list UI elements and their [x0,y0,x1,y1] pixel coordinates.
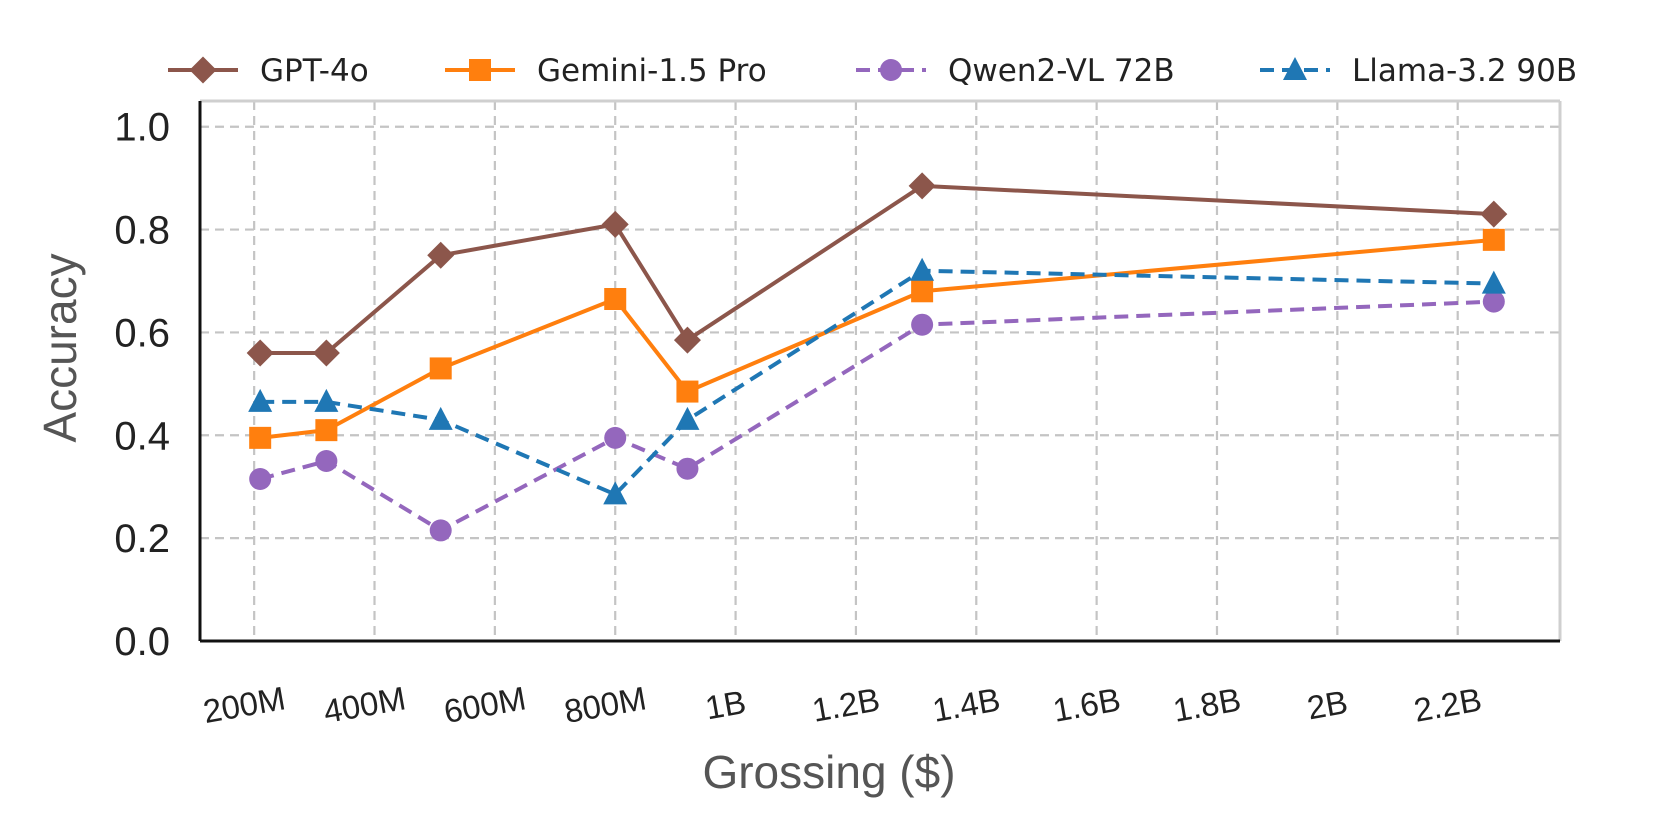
data-point [1482,290,1505,313]
legend-item: Gemini-1.5 Pro [445,53,767,89]
y-tick-label: 0.8 [114,209,170,253]
data-point [911,280,934,303]
y-tick-label: 0.0 [114,620,170,664]
legend-marker [469,59,491,81]
legend-item: Qwen2-VL 72B [856,53,1175,89]
data-point [911,313,934,336]
y-tick-label: 0.4 [114,414,170,458]
y-tick-label: 0.6 [114,311,170,355]
series-qwen2-vl-72b [249,290,1505,542]
grid-lines [200,101,1560,641]
series-gemini-1-5-pro [249,228,1505,449]
legend-label: Llama-3.2 90B [1352,53,1577,89]
data-point [603,481,628,505]
data-point [601,210,629,238]
data-point [676,457,699,480]
legend-marker [1283,57,1307,80]
series-llama-3-2-90b [248,257,1506,505]
legend-marker [189,56,217,84]
y-tick-label: 1.0 [114,106,170,150]
x-axis-title: Grossing ($) [702,746,955,798]
y-axis-title: Accuracy [34,253,86,442]
legend-item: Llama-3.2 90B [1260,53,1577,89]
data-point [429,519,452,542]
x-tick-label: 1B [702,683,748,726]
data-point [249,468,272,490]
plot-frame [198,99,1562,643]
y-tick-label: 0.2 [114,517,170,561]
legend-label: GPT-4o [260,53,369,89]
data-point [428,406,453,430]
series-gpt-4o [246,172,1508,367]
legend: GPT-4o Gemini-1.5 Pro Qwen2-VL 72B Llama-3.… [168,53,1577,89]
data-point [673,326,701,354]
data-point [1481,270,1506,294]
data-point [908,172,936,200]
data-point [676,380,699,403]
legend-label: Qwen2-VL 72B [948,53,1175,89]
data-point [910,257,935,281]
data-point [675,406,700,430]
y-axis-ticks: 0.0 0.2 0.4 0.6 0.8 1.0 [114,106,170,664]
data-point [604,426,627,449]
data-point [246,339,274,367]
series-layer [246,172,1508,542]
legend-item: GPT-4o [168,53,369,89]
data-point [1482,228,1505,251]
data-point [315,419,338,442]
legend-label: Gemini-1.5 Pro [537,53,767,89]
data-point [248,388,273,412]
data-point [429,357,452,380]
data-point [312,339,340,367]
data-point [249,426,272,449]
data-point [314,388,339,412]
legend-marker [880,59,902,81]
data-point [315,450,338,472]
data-point [1480,200,1508,228]
x-tick-label: 2B [1304,683,1350,726]
data-point [604,288,627,310]
data-point [427,241,455,269]
